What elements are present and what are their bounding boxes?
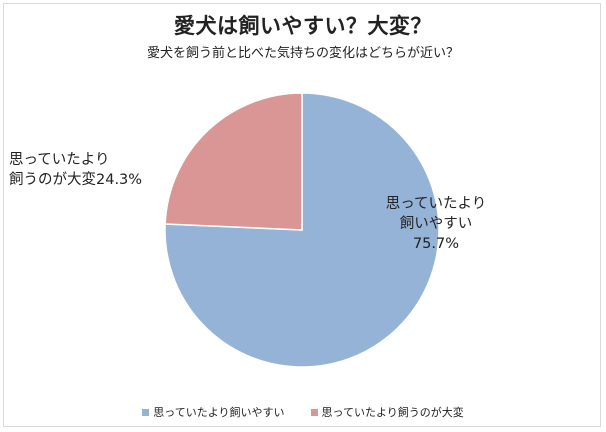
slice-label-easy-line-2: 飼いやすい (399, 216, 473, 232)
slice-label-easy-line-1: 思っていたより (385, 196, 487, 212)
slice-label-hard-line-2: 飼うのが大変24.3% (9, 172, 143, 188)
legend-swatch-easy (142, 408, 150, 416)
chart-title: 愛犬は飼いやすい？大変？ (174, 14, 432, 38)
slice-label-hard: 思っていたより 飼うのが大変24.3% (9, 150, 142, 190)
legend-label-hard: 思っていたより飼うのが大変 (321, 406, 464, 419)
legend-item-hard[interactable]: 思っていたより飼うのが大変 (310, 404, 464, 420)
chart-subtitle: 愛犬を飼う前と比べた気持ちの変化はどちらが近い？ (146, 46, 459, 61)
slice-label-easy-line-3: 75.7% (412, 236, 460, 252)
legend-label-easy: 思っていたより飼いやすい (153, 406, 285, 419)
pie-slice-hard[interactable] (164, 92, 303, 231)
chart-legend: 思っていたより飼いやすい 思っていたより飼うのが大変 (0, 404, 606, 420)
slice-label-hard-line-1: 思っていたより (9, 152, 110, 168)
slice-label-easy: 思っていたより 飼いやすい 75.7% (372, 194, 500, 254)
legend-swatch-hard (310, 408, 318, 416)
legend-item-easy[interactable]: 思っていたより飼いやすい (142, 404, 285, 420)
